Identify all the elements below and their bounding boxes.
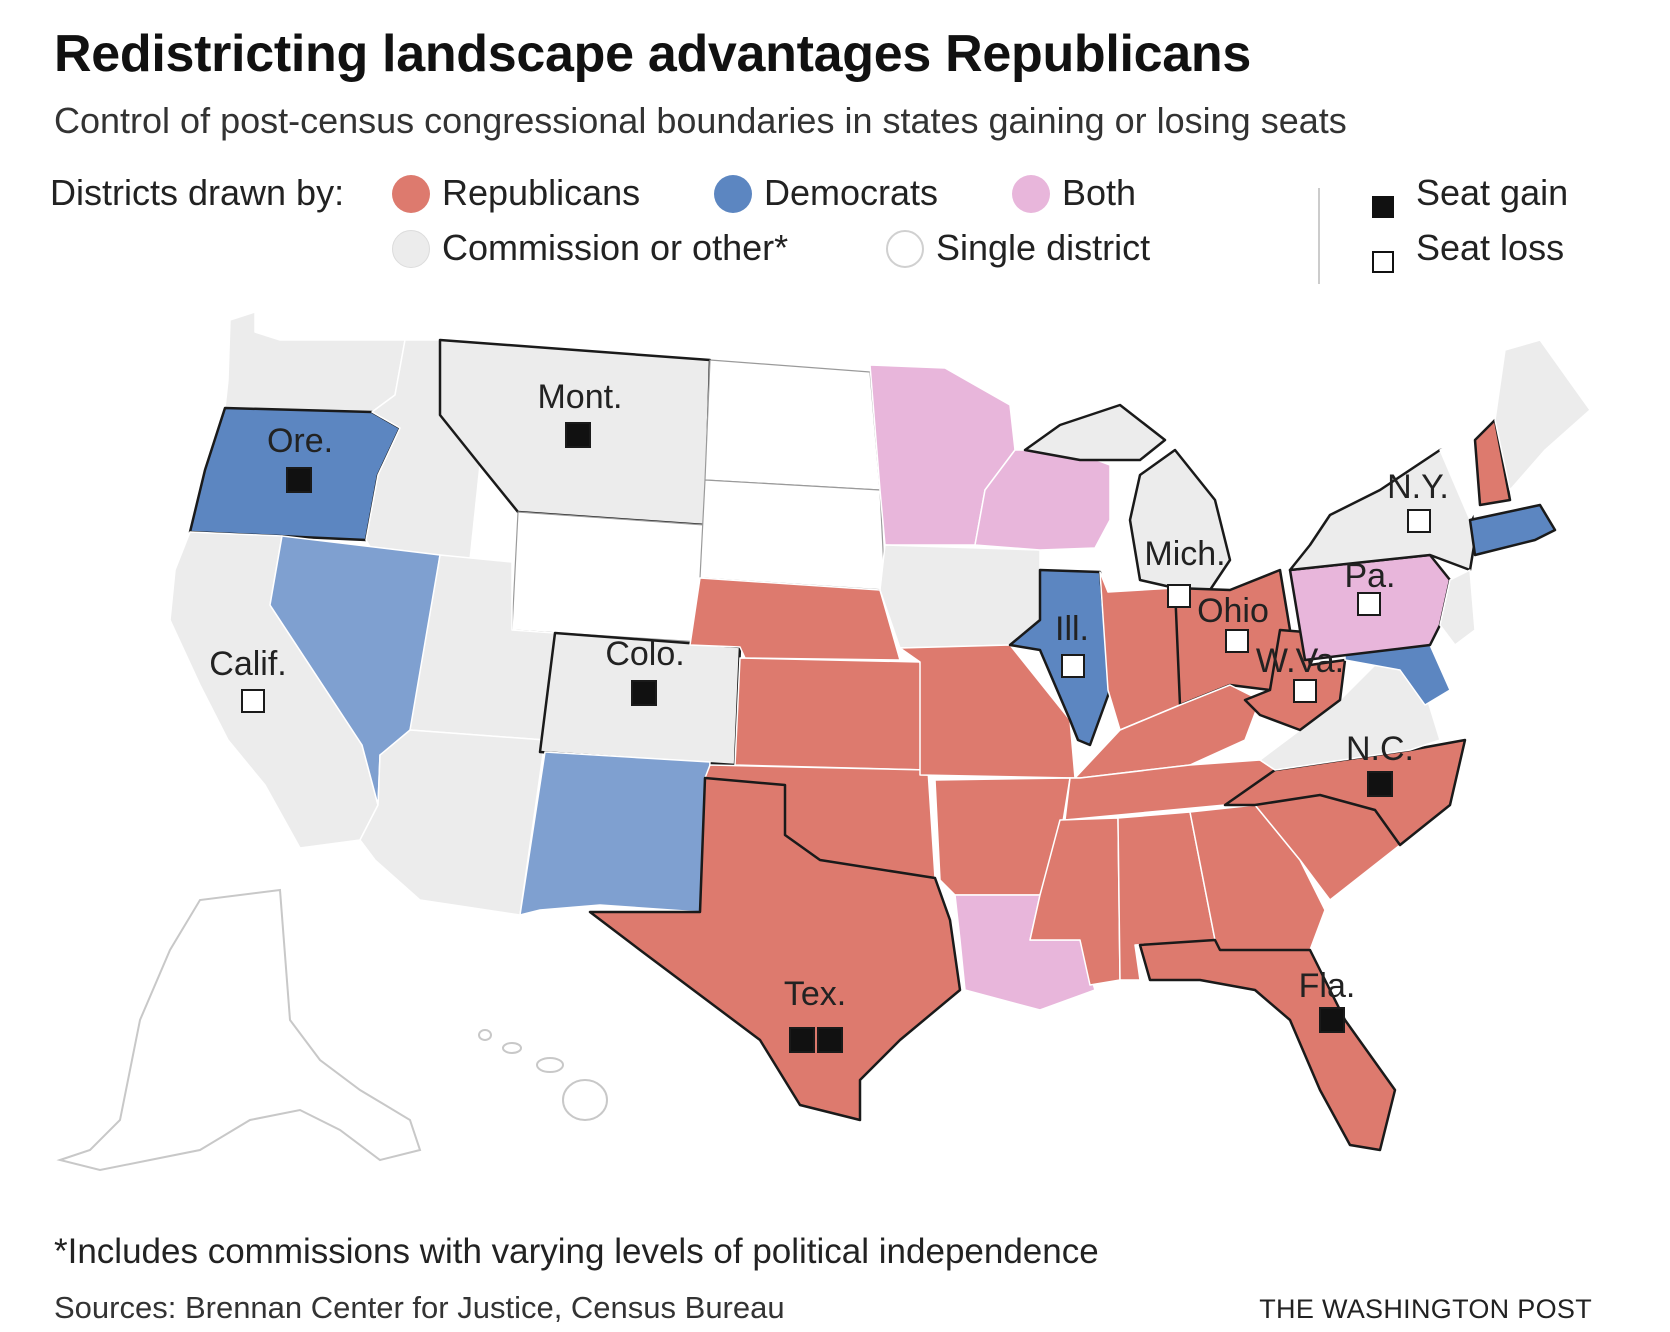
label-pennsylvania: Pa.	[1344, 557, 1395, 595]
chart-title: Redistricting landscape advantages Repub…	[54, 25, 1252, 83]
legend-swatch-single-district	[886, 230, 924, 268]
seat-gain-marker-texas-1	[789, 1027, 815, 1053]
seat-gain-marker-texas-2	[817, 1027, 843, 1053]
seat-loss-marker-new-york	[1407, 509, 1431, 533]
legend-swatch-both	[1012, 175, 1050, 213]
state-hawaii-maui	[536, 1057, 564, 1073]
label-texas: Tex.	[784, 975, 846, 1013]
state-michigan-upper	[1023, 403, 1167, 462]
state-massachusetts-ct-ri	[1468, 503, 1557, 557]
state-maine	[1494, 339, 1591, 491]
us-map: Mont. Ore. Calif. Colo. Tex. Mich. Ill. …	[56, 311, 1591, 1172]
legend-divider	[1318, 188, 1320, 284]
label-california: Calif.	[209, 645, 286, 683]
label-west-virginia: W.Va.	[1256, 642, 1344, 680]
state-new-hampshire	[1473, 418, 1512, 507]
state-new-mexico	[519, 751, 711, 916]
seat-gain-marker-north-carolina	[1367, 771, 1393, 797]
state-iowa	[879, 544, 1041, 649]
legend-label-democrats: Democrats	[764, 172, 939, 213]
seat-loss-marker-michigan	[1167, 584, 1191, 608]
footnote: *Includes commissions with varying level…	[54, 1232, 1099, 1271]
seat-loss-marker-ohio	[1225, 629, 1249, 653]
seat-loss-icon	[1372, 251, 1394, 273]
chart-subtitle: Control of post-census congressional bou…	[54, 100, 1347, 141]
state-hawaii-kauai	[478, 1029, 492, 1041]
state-washington	[224, 311, 406, 413]
credit: THE WASHINGTON POST	[1259, 1294, 1592, 1324]
state-north-dakota	[704, 359, 881, 491]
legend-label-seat-loss: Seat loss	[1416, 227, 1565, 268]
legend-label-seat-gain: Seat gain	[1416, 172, 1569, 213]
legend-swatch-democrats	[714, 175, 752, 213]
state-hawaii-oahu	[502, 1042, 522, 1054]
state-alaska-outline	[56, 888, 422, 1172]
legend-swatch-commission	[392, 230, 430, 268]
sources: Sources: Brennan Center for Justice, Cen…	[54, 1290, 785, 1325]
label-montana: Mont.	[537, 378, 622, 416]
state-new-jersey	[1439, 569, 1476, 646]
state-wyoming	[511, 511, 706, 643]
seat-gain-marker-oregon	[286, 467, 312, 493]
state-texas	[588, 776, 962, 1122]
state-hawaii-big-island	[562, 1079, 608, 1121]
seat-loss-marker-california	[241, 689, 265, 713]
seat-loss-marker-pennsylvania	[1357, 592, 1381, 616]
legend-swatch-republicans	[392, 175, 430, 213]
seat-gain-marker-montana	[565, 422, 591, 448]
state-kansas	[734, 657, 929, 771]
state-florida	[1138, 938, 1397, 1152]
label-illinois: Ill.	[1055, 610, 1089, 648]
legend-label-both: Both	[1062, 172, 1137, 213]
seat-loss-marker-west-virginia	[1293, 679, 1317, 703]
seat-gain-marker-colorado	[631, 680, 657, 706]
legend-label-single-district: Single district	[936, 227, 1151, 268]
label-florida: Fla.	[1299, 967, 1356, 1005]
label-michigan: Mich.	[1144, 535, 1225, 573]
label-colorado: Colo.	[605, 635, 684, 673]
legend-heading: Districts drawn by:	[50, 172, 345, 213]
legend-label-commission: Commission or other*	[442, 227, 789, 268]
legend-label-republicans: Republicans	[442, 172, 641, 213]
label-oregon: Ore.	[267, 422, 333, 460]
state-arizona	[359, 729, 546, 916]
seat-loss-marker-illinois	[1061, 654, 1085, 678]
state-south-dakota	[699, 479, 886, 591]
seat-gain-marker-florida	[1319, 1007, 1345, 1033]
seat-gain-icon	[1372, 196, 1394, 218]
label-north-carolina: N.C.	[1346, 730, 1414, 768]
label-new-york: N.Y.	[1387, 468, 1449, 506]
label-ohio: Ohio	[1197, 592, 1269, 630]
